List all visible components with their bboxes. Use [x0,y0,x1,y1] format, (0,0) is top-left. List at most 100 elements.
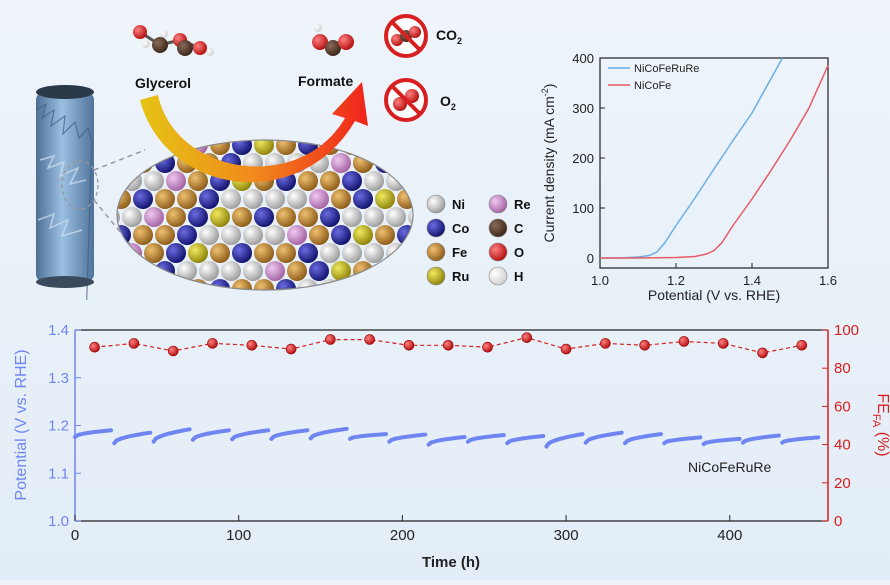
lsv-series-line-0 [600,57,784,259]
lsv-legend-label-1: NiCoFe [634,80,671,92]
lattice-atom [408,171,413,191]
potential-cycle-2 [151,427,192,444]
potential-cycle-11 [505,434,546,446]
potential-cycle-8 [387,432,428,444]
lattice-atom [117,261,131,281]
lattice-atom [331,225,351,245]
lattice-atom [221,261,241,281]
lattice-atom [397,261,413,281]
stab-left-tick-label: 1.1 [48,465,69,482]
lattice-atom [287,261,307,281]
lattice-atom [265,225,285,245]
lattice-atom [386,207,406,227]
lattice-atom [188,243,208,263]
lattice-atom [177,189,197,209]
lsv-legend: NiCoFeRuRe NiCoFe [608,63,699,92]
lattice-atom [441,153,461,173]
lattice-atom [364,243,384,263]
lattice-atom [166,171,186,191]
legend-swatch-c [488,218,508,238]
lattice-atom [199,225,219,245]
lattice-atom [287,189,307,209]
stability-svg: 0 100 200 300 400 1.0 1.1 1.2 1.3 1.4 0 20 40 60 80 100… [13,322,890,571]
co2-prohibited-icon [384,14,428,58]
stab-right-tick-label: 40 [834,437,851,454]
lattice-outline [116,139,414,291]
element-legend: Ni Re Co C Fe O Ru H [426,194,531,286]
lattice-atom [430,171,450,191]
stab-x-tick-label: 300 [554,527,579,544]
fe-point [207,338,218,349]
lattice-atom [144,243,164,263]
lattice-atom [177,225,197,245]
fe-point [796,339,808,351]
potential-cycle-16 [701,436,742,447]
lattice-atom [133,261,153,281]
legend-swatch-re [488,194,508,214]
stab-x-tick-label: 400 [717,527,742,544]
lattice-atom [309,261,329,281]
zoom-circle [61,160,99,210]
lattice-atom [155,225,175,245]
stab-right-tick-label: 100 [834,322,859,339]
lattice-atom [210,207,230,227]
lattice-atom [254,207,274,227]
stab-left-tick-label: 1.3 [48,370,69,387]
glycerol-label: Glycerol [135,75,191,91]
potential-cycle-12 [544,432,585,449]
stab-right-axis-label: FEFA (%) [870,393,890,456]
fe-point [639,339,650,351]
electrode-rod [35,85,94,323]
lattice-atom [254,279,274,290]
lsv-lines [600,57,829,259]
legend-label-fe: Fe [452,245,467,260]
legend-label-ni: Ni [452,197,465,212]
lattice-atom [386,279,406,290]
lattice-atom [155,189,175,209]
lattice-atom [243,261,263,281]
fe-point [717,338,729,349]
lsv-y-tick-label: 300 [572,101,594,116]
lattice-atom [353,189,373,209]
mechanism-schematic: Glycerol Formate CO2 O2 Ni Re Co C Fe O Ru H [0,0,531,323]
lattice-atom [320,171,340,191]
lsv-y-axis-label: Current density (mA cm-2) [540,84,557,243]
fe-series [89,332,808,359]
potential-series [73,426,821,449]
lattice-atom [243,225,263,245]
lattice-atom [221,189,241,209]
lattice-atom [117,225,131,245]
lattice-atom [386,140,406,155]
lattice-atom [397,153,413,173]
lattice-atom [320,207,340,227]
lattice-atom [232,243,252,263]
lattice-atom [199,261,219,281]
lsv-y-tick-label: 0 [587,251,594,266]
stab-left-tick-label: 1.4 [48,322,69,339]
co2-label: CO2 [436,27,462,46]
fe-point [521,332,533,343]
lattice-atom [117,279,120,290]
lattice-atom [166,279,186,290]
lattice-atom [276,207,296,227]
stab-left-axis-label: Potential (V vs. RHE) [13,349,30,500]
lattice-atom [364,207,384,227]
fe-point [128,338,140,349]
lattice-atom [331,261,351,281]
fe-point [757,347,768,359]
lattice-atom [419,153,439,173]
lattice-atom [133,189,153,209]
lattice-atom [298,207,318,227]
lattice-atom [408,243,413,263]
lattice-atom [342,207,362,227]
lattice-atom [254,140,274,155]
potential-cycle-1 [112,430,153,446]
legend-swatch-ru [426,266,446,286]
lattice-atom [254,243,274,263]
lsv-x-tick-label: 1.0 [591,273,609,288]
lattice-atom [276,140,296,155]
lattice-atom [155,261,175,281]
lattice-atom [375,153,395,173]
lattice-atom [397,189,413,209]
